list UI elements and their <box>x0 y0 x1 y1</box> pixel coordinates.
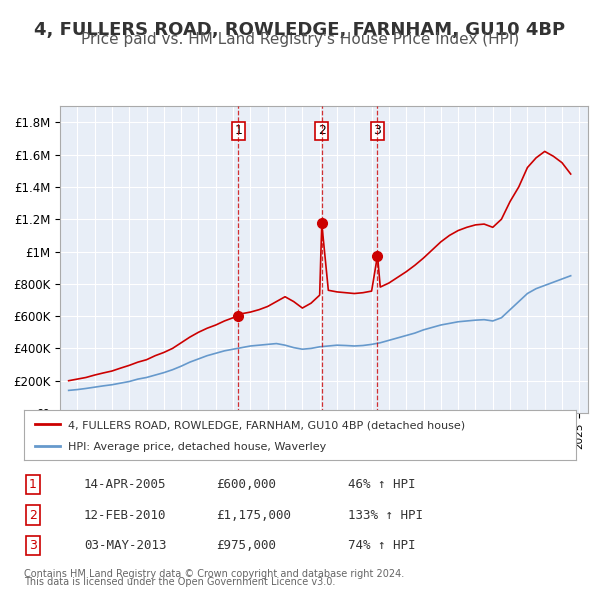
Text: £975,000: £975,000 <box>216 539 276 552</box>
Text: This data is licensed under the Open Government Licence v3.0.: This data is licensed under the Open Gov… <box>24 577 335 587</box>
Text: £600,000: £600,000 <box>216 478 276 491</box>
Text: 46% ↑ HPI: 46% ↑ HPI <box>348 478 415 491</box>
Text: 74% ↑ HPI: 74% ↑ HPI <box>348 539 415 552</box>
Text: 03-MAY-2013: 03-MAY-2013 <box>84 539 167 552</box>
Text: 12-FEB-2010: 12-FEB-2010 <box>84 509 167 522</box>
Text: 2: 2 <box>29 509 37 522</box>
Text: £1,175,000: £1,175,000 <box>216 509 291 522</box>
Text: HPI: Average price, detached house, Waverley: HPI: Average price, detached house, Wave… <box>68 442 326 452</box>
Text: 4, FULLERS ROAD, ROWLEDGE, FARNHAM, GU10 4BP: 4, FULLERS ROAD, ROWLEDGE, FARNHAM, GU10… <box>34 21 566 39</box>
Text: Price paid vs. HM Land Registry's House Price Index (HPI): Price paid vs. HM Land Registry's House … <box>81 32 519 47</box>
Text: 3: 3 <box>374 124 382 137</box>
Text: 4, FULLERS ROAD, ROWLEDGE, FARNHAM, GU10 4BP (detached house): 4, FULLERS ROAD, ROWLEDGE, FARNHAM, GU10… <box>68 420 465 430</box>
Text: 14-APR-2005: 14-APR-2005 <box>84 478 167 491</box>
Text: 1: 1 <box>29 478 37 491</box>
Text: 1: 1 <box>234 124 242 137</box>
Text: Contains HM Land Registry data © Crown copyright and database right 2024.: Contains HM Land Registry data © Crown c… <box>24 569 404 579</box>
Text: 2: 2 <box>318 124 326 137</box>
Text: 133% ↑ HPI: 133% ↑ HPI <box>348 509 423 522</box>
Text: 3: 3 <box>29 539 37 552</box>
